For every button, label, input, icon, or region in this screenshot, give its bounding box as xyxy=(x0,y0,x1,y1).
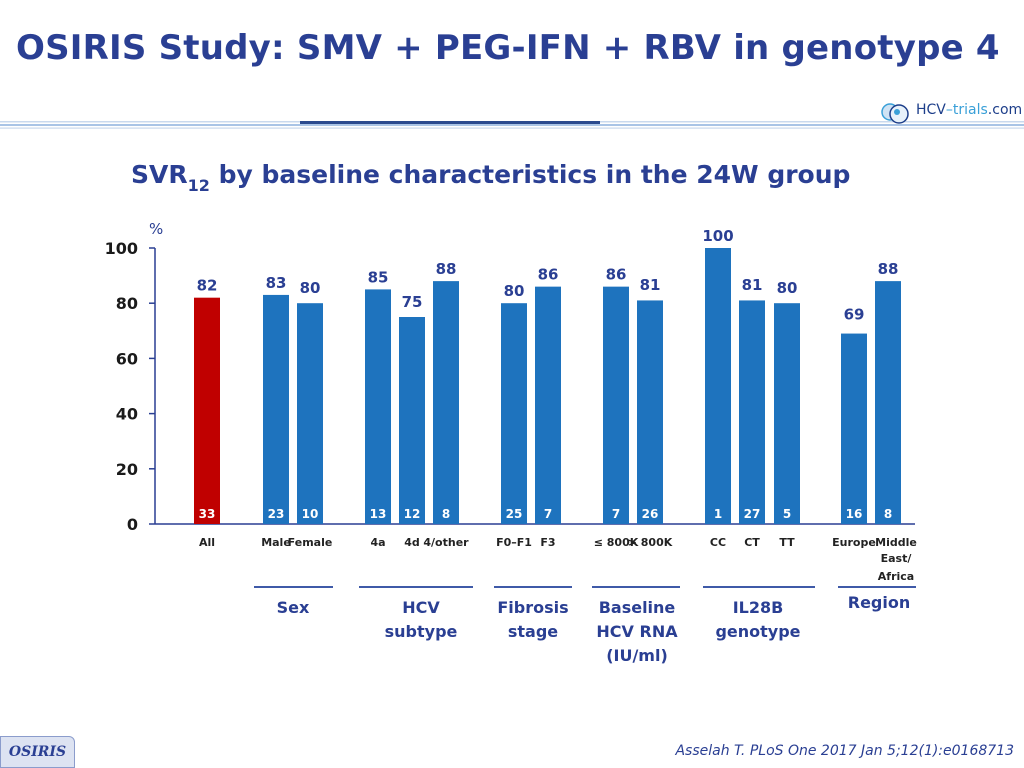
x-tick-label: F0–F1 xyxy=(496,536,532,549)
subtitle-prefix: SVR xyxy=(131,160,188,189)
x-tick-label: CC xyxy=(710,536,726,549)
bar-value-label: 81 xyxy=(640,276,661,294)
chart-subtitle: SVR12 by baseline characteristics in the… xyxy=(131,160,851,195)
y-tick-label: 100 xyxy=(105,239,138,258)
group-bracket-il28b xyxy=(703,586,815,588)
bar xyxy=(535,286,561,524)
bar-value-label: 80 xyxy=(300,279,321,297)
bar-n-label: 10 xyxy=(302,507,319,521)
group-label-hcv-subtype: HCV subtype xyxy=(384,598,458,641)
logo-icon xyxy=(881,103,909,124)
x-tick-label: > 800K xyxy=(628,536,673,549)
bar xyxy=(774,303,800,524)
header-divider xyxy=(0,121,1024,129)
x-tick-label: 4d xyxy=(404,536,420,549)
bar-value-label: 80 xyxy=(777,279,798,297)
bar-n-label: 13 xyxy=(370,507,387,521)
bar xyxy=(841,333,867,524)
bar-value-label: 81 xyxy=(742,276,763,294)
group-label-region: Region xyxy=(847,593,911,612)
subtitle-subscript: 12 xyxy=(187,176,210,195)
bar-value-label: 85 xyxy=(368,268,389,286)
x-tick-label: Middle xyxy=(875,536,917,549)
x-tick-label: CT xyxy=(744,536,760,549)
x-tick-label: TT xyxy=(779,536,795,549)
bar-n-label: 26 xyxy=(642,507,659,521)
bar-n-label: 7 xyxy=(544,507,552,521)
group-bracket-hcv-rna xyxy=(592,586,680,588)
bar xyxy=(637,300,663,524)
group-label-hcv-rna: Baseline HCV RNA (IU/ml) xyxy=(596,598,678,665)
bar xyxy=(399,317,425,524)
group-label-fibrosis: Fibrosis stage xyxy=(497,598,569,641)
bar-value-label: 86 xyxy=(606,266,627,284)
x-tick-label: East/ xyxy=(881,552,913,565)
page-title: OSIRIS Study: SMV + PEG-IFN + RBV in gen… xyxy=(16,28,1000,68)
bar-n-label: 27 xyxy=(744,507,761,521)
bar xyxy=(297,303,323,524)
bar xyxy=(365,289,391,524)
group-bracket-sex xyxy=(254,586,333,588)
bar-value-label: 100 xyxy=(702,227,733,245)
bar-value-label: 82 xyxy=(197,277,218,295)
logo-text-com: .com xyxy=(987,102,1023,118)
bar xyxy=(603,286,629,524)
group-bracket-fibrosis xyxy=(494,586,572,588)
bar xyxy=(739,300,765,524)
svr12-bar-chart: 020406080100%8233All8323Male8010Female85… xyxy=(105,220,917,583)
study-badge: OSIRIS xyxy=(0,736,75,768)
bar-value-label: 86 xyxy=(538,266,559,284)
group-label-il28b: IL28B genotype xyxy=(715,598,801,641)
x-tick-label: F3 xyxy=(540,536,555,549)
x-tick-label: All xyxy=(199,536,215,549)
y-tick-label: 20 xyxy=(116,460,138,479)
bar-n-label: 8 xyxy=(442,507,450,521)
x-tick-label: 4/other xyxy=(423,536,469,549)
y-tick-label: 40 xyxy=(116,405,138,424)
bar-n-label: 8 xyxy=(884,507,892,521)
bar-n-label: 23 xyxy=(268,507,285,521)
subtitle-suffix: by baseline characteristics in the 24W g… xyxy=(209,160,851,189)
logo-text-hcv: HCV xyxy=(916,102,946,118)
bar xyxy=(194,297,220,524)
bar xyxy=(433,281,459,524)
group-label-sex: Sex xyxy=(276,598,310,617)
bar-value-label: 88 xyxy=(436,260,457,278)
bar-n-label: 12 xyxy=(404,507,421,521)
x-tick-label: Europe xyxy=(832,536,876,549)
bar-n-label: 5 xyxy=(783,507,791,521)
bar-value-label: 75 xyxy=(402,293,423,311)
bar xyxy=(875,281,901,524)
bar-value-label: 83 xyxy=(266,274,287,292)
y-tick-label: 60 xyxy=(116,349,138,368)
bar-value-label: 88 xyxy=(878,260,899,278)
x-tick-label: Male xyxy=(261,536,291,549)
x-tick-label: Africa xyxy=(878,570,914,583)
citation: Asselah T. PLoS One 2017 Jan 5;12(1):e01… xyxy=(675,743,1014,759)
group-bracket-region xyxy=(838,586,916,588)
x-tick-label: Female xyxy=(288,536,333,549)
bar-n-label: 33 xyxy=(199,507,216,521)
y-tick-label: 0 xyxy=(127,515,138,534)
bar-n-label: 1 xyxy=(714,507,722,521)
logo-text-dash: – xyxy=(945,102,953,118)
logo-text-trials: trials xyxy=(952,102,988,118)
bar xyxy=(263,294,289,524)
bar-n-label: 16 xyxy=(846,507,863,521)
group-bracket-hcv-subtype xyxy=(359,586,473,588)
bar-n-label: 7 xyxy=(612,507,620,521)
x-tick-label: ≤ 800K xyxy=(594,536,639,549)
bar-value-label: 80 xyxy=(504,282,525,300)
bar xyxy=(501,303,527,524)
y-tick-label: 80 xyxy=(116,294,138,313)
bar-n-label: 25 xyxy=(506,507,523,521)
y-axis-unit-label: % xyxy=(149,220,163,238)
bar xyxy=(705,248,731,524)
bar-value-label: 69 xyxy=(844,306,865,324)
x-tick-label: 4a xyxy=(370,536,385,549)
